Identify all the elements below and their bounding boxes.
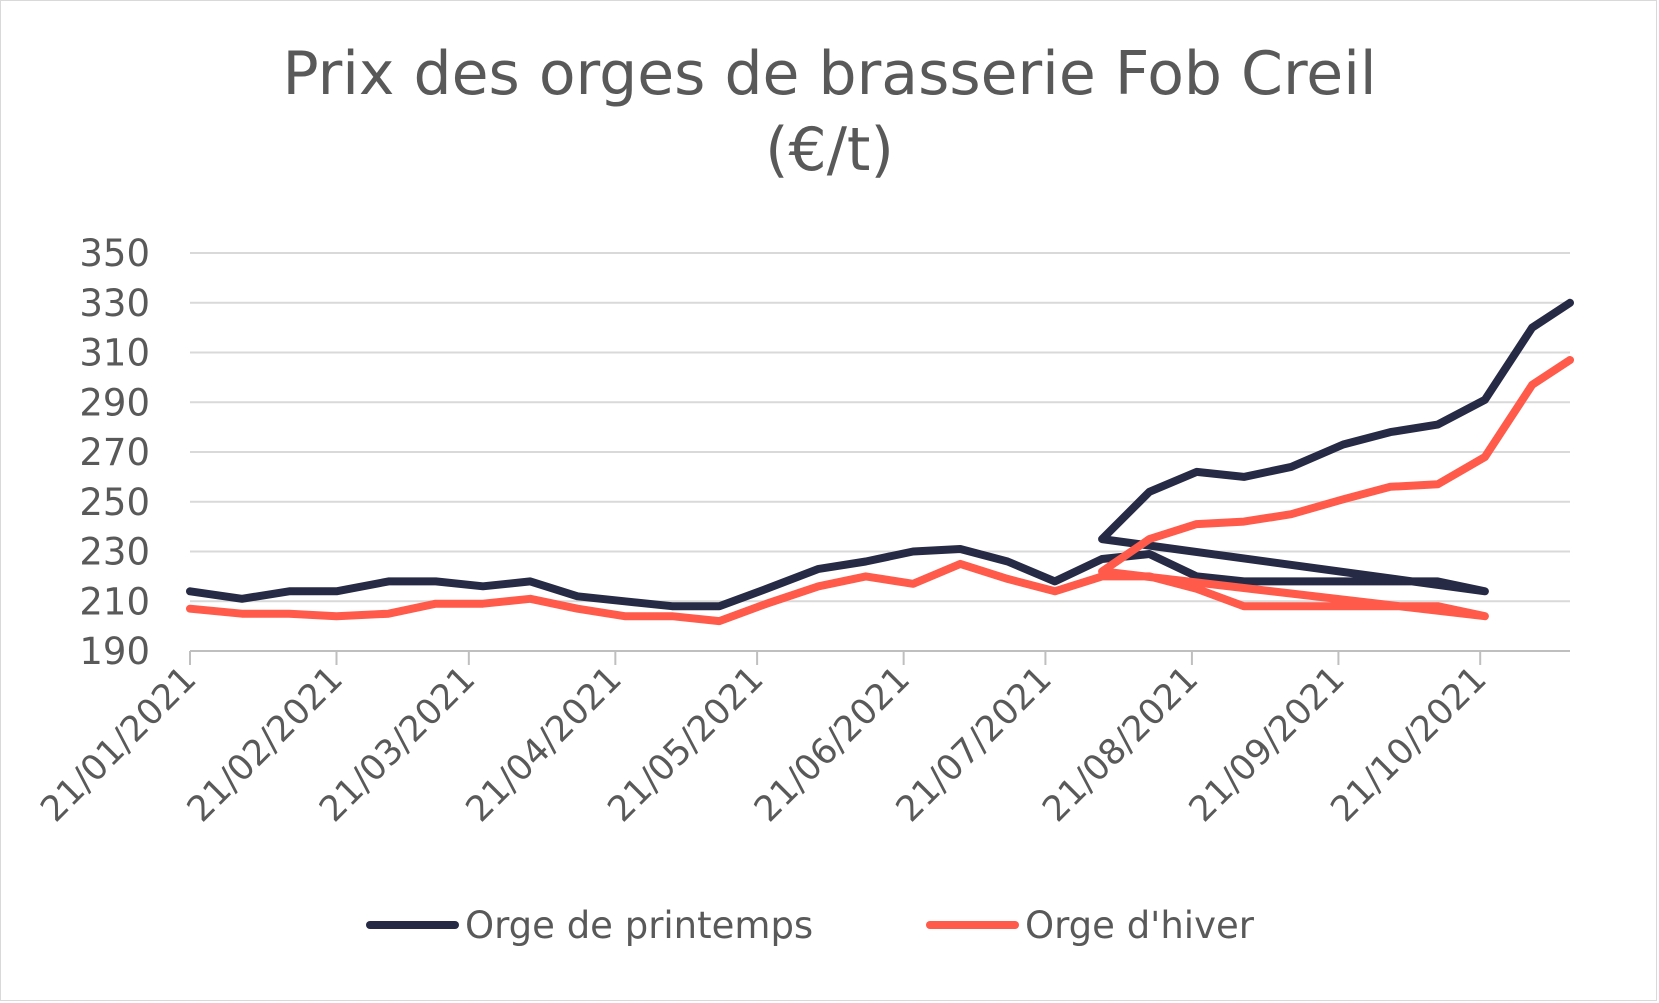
y-tick-label: 270 bbox=[79, 431, 150, 474]
legend: Orge de printemps Orge d'hiver bbox=[366, 904, 1255, 947]
gridlines bbox=[190, 252, 1570, 603]
y-tick-label: 210 bbox=[79, 580, 150, 623]
y-tick-label: 230 bbox=[79, 531, 150, 574]
series-line-orge-d-hiver bbox=[186, 356, 1574, 626]
y-tick-label: 350 bbox=[79, 232, 150, 275]
y-tick-label: 330 bbox=[79, 282, 150, 325]
legend-label: Orge d'hiver bbox=[1025, 904, 1255, 947]
chart-title-line-2: (€/t) bbox=[765, 115, 894, 185]
chart-title: Prix des orges de brasserie Fob Creil (€… bbox=[0, 36, 1659, 188]
y-axis: 190 210 230 250 270 290 310 330 350 bbox=[79, 232, 150, 673]
series-line-orge-de-printemps bbox=[186, 298, 1574, 611]
y-tick-label: 250 bbox=[79, 481, 150, 524]
x-tick-label: 21/01/2021 bbox=[33, 659, 204, 830]
y-tick-label: 310 bbox=[79, 332, 150, 375]
chart-title-line-1: Prix des orges de brasserie Fob Creil bbox=[282, 39, 1377, 109]
x-tick-label: 21/08/2021 bbox=[1035, 659, 1206, 830]
x-axis: 21/01/202121/02/202121/03/202121/04/2021… bbox=[33, 650, 1570, 830]
series-lines bbox=[186, 298, 1574, 626]
y-tick-label: 290 bbox=[79, 381, 150, 424]
legend-label: Orge de printemps bbox=[465, 904, 813, 947]
y-tick-label: 190 bbox=[79, 630, 150, 673]
